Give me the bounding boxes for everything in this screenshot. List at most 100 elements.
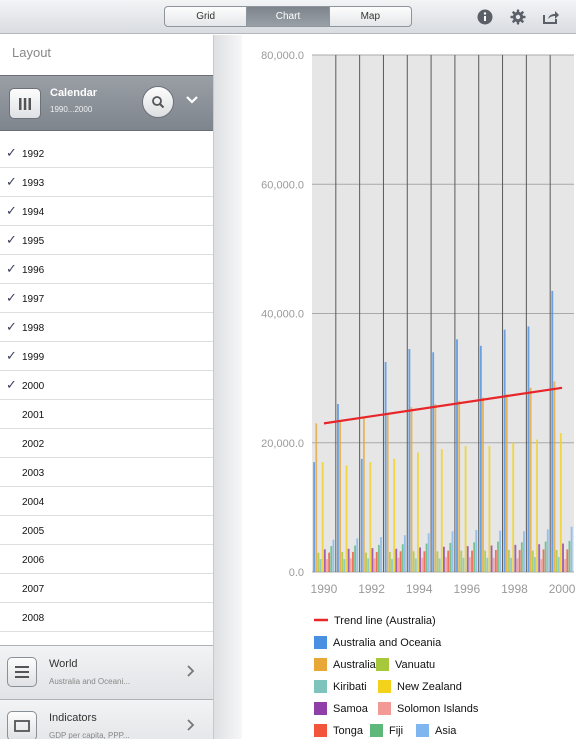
year-row[interactable]: 2003 [0,458,213,487]
checkmark-icon: ✓ [6,319,17,334]
year-row[interactable]: 2007 [0,574,213,603]
sidebar-title: Layout [12,45,52,60]
bar [380,537,382,572]
bar [562,543,564,572]
layout-sidebar: Layout Calendar 1990...2000 ✓ 1992 ✓ 1993 ✓ 1… [0,35,214,739]
bar [544,541,547,572]
year-row[interactable]: ✓ 2000 [0,371,213,400]
calendar-search-button[interactable] [142,86,174,118]
year-label: 1993 [22,178,45,189]
calendar-columns-button[interactable] [9,88,41,119]
indicators-dimension[interactable]: Indicators GDP per capita, PPP... [0,699,213,739]
world-dimension[interactable]: World Australia and Oceani... [0,645,213,699]
year-row[interactable]: 2001 [0,400,213,429]
year-row[interactable]: ✓ 1994 [0,197,213,226]
x-tick-label: 1992 [358,582,385,596]
bar [497,541,499,572]
bar [440,449,443,572]
year-row[interactable]: ✓ 1997 [0,284,213,313]
bar [462,557,465,572]
info-icon[interactable] [476,8,494,26]
bar [332,539,335,572]
year-row[interactable]: 2008 [0,603,213,632]
chevron-down-icon[interactable] [185,93,199,107]
bar [319,559,322,572]
calendar-title: Calendar [50,87,98,99]
chevron-right-icon [187,719,195,731]
year-label: 1995 [22,236,45,247]
tab-chart[interactable]: Chart [247,7,330,26]
year-row[interactable]: ✓ 1992 [0,139,213,168]
bar [352,551,354,572]
bar [523,531,525,572]
rectangle-icon [14,720,30,732]
bar [375,551,378,572]
bar [514,544,517,572]
bar [482,397,484,572]
year-label: 2003 [22,468,45,479]
bar [438,558,441,572]
bar [464,445,467,572]
bar [354,545,357,572]
year-label: 1998 [22,323,45,334]
bar [451,531,454,572]
year-row[interactable]: 2004 [0,487,213,516]
bar [510,557,513,572]
legend-label: Samoa [333,703,369,715]
bar [421,557,424,572]
bar [490,545,493,572]
y-tick-label: 60,000.0 [261,179,304,191]
year-row[interactable]: ✓ 1998 [0,313,213,342]
bar [393,458,396,572]
year-row[interactable]: 2006 [0,545,213,574]
bar [508,550,510,572]
bar [410,407,413,572]
tab-map[interactable]: Map [360,11,381,22]
bar [315,423,318,572]
legend-swatch [416,724,429,737]
tab-grid[interactable]: Grid [165,7,248,26]
bar [486,557,489,572]
bar [323,549,326,572]
year-row[interactable]: ✓ 1995 [0,226,213,255]
bar [533,557,536,572]
bar [473,542,476,572]
gear-icon[interactable] [509,8,527,26]
year-label: 2005 [22,526,45,537]
year-label: 1996 [22,265,45,276]
share-icon[interactable] [542,8,560,26]
year-row[interactable]: 2002 [0,429,213,458]
year-row[interactable]: ✓ 1993 [0,168,213,197]
year-row[interactable]: ✓ 1996 [0,255,213,284]
bar [434,403,437,572]
year-row[interactable]: ✓ 1999 [0,342,213,371]
legend-swatch [376,658,389,671]
bar [371,548,374,572]
frame-button[interactable] [7,711,37,739]
list-button[interactable] [7,657,37,687]
bar [343,559,346,572]
bar [391,559,393,572]
bar [317,552,320,572]
bar [536,439,538,572]
search-icon [152,96,165,109]
bar [401,544,404,572]
year-row[interactable]: 2005 [0,516,213,545]
bar [551,290,554,572]
view-segmented-control: Grid Chart Map [164,6,412,27]
bar [425,543,428,572]
bar [479,345,482,572]
world-title: World [49,658,78,670]
bar [395,548,398,572]
legend-swatch [378,680,391,693]
bar [456,339,458,572]
year-label: 1992 [22,149,45,160]
legend-swatch [314,658,327,671]
bar [540,559,543,572]
bar [570,526,573,572]
legend-label: Tonga [333,725,364,737]
bar [369,462,372,572]
bar [566,549,569,572]
bar [412,551,415,572]
bar [399,551,402,572]
